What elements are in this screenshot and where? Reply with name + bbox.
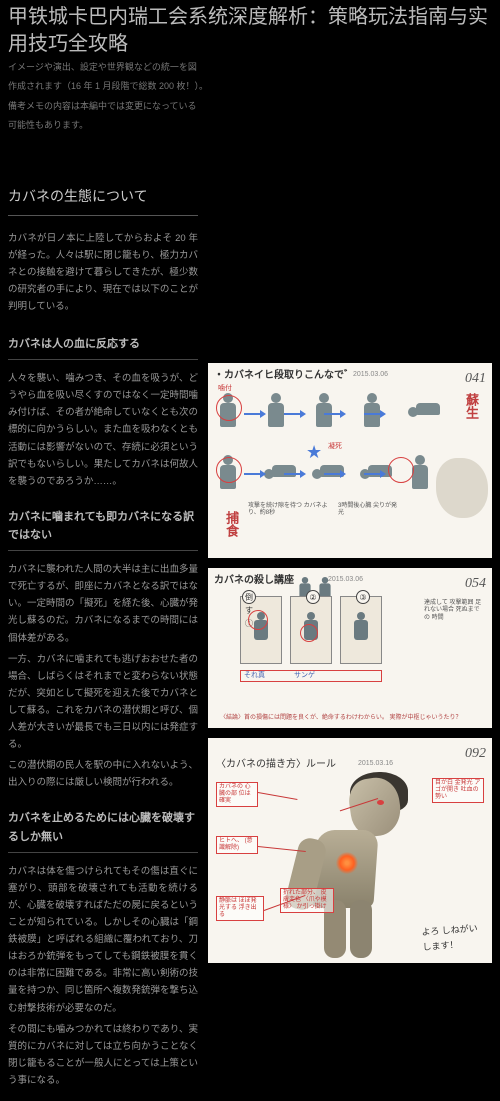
sub2-p1: カバネに襲われた人間の大半は主に出血多量で死亡するが、即座にカバネとなる訳ではな…	[8, 561, 198, 646]
section-lead: カバネが日ノ本に上陸してからおよそ 20 年が経った。人々は駅に閉じ籠もり、極力…	[8, 230, 198, 315]
sk054-header: カバネの殺し講座	[214, 572, 294, 589]
sk041-header: ・カバネイヒ段取りこんなで゛	[214, 367, 354, 384]
sk054-blue2: サンゲ	[294, 670, 315, 682]
sk092-box4: 静脈は ほぼ発 光する 浮き出る	[216, 896, 264, 921]
star-icon: ★	[306, 437, 322, 468]
intro-line-1: イメージや演出、設定や世界観などの統一を図	[0, 58, 500, 77]
sub2-p3: この潜伏期の民人を駅の中に入れないよう、出入りの際には厳しい検問が行われる。	[8, 757, 198, 791]
figure-lying-icon	[408, 393, 432, 431]
sk041-anno1: 攻撃を続け隙を待つ カバネより、約8秒	[248, 503, 328, 517]
sk092-date: 2015.03.16	[358, 758, 393, 770]
sub3-p1: カバネは体を傷つけられてもその傷は直ぐに塞がり、頭部を破壊されても活動を続けるが…	[8, 863, 198, 1017]
sub3-title: カバネを止めるためには心臓を破壊するしか無い	[8, 809, 198, 852]
section-title: カバネの生態について	[8, 185, 198, 216]
zombie-figure	[288, 778, 408, 953]
page-title: 甲铁城卡巴内瑞工会系统深度解析：策略玩法指南与实用技巧全攻略	[0, 0, 500, 58]
arrow-icon	[284, 473, 302, 475]
red-circle-icon	[216, 457, 242, 483]
right-column: ・カバネイヒ段取りこんなで゛ 2015.03.06 041 噛付 凝死	[208, 143, 492, 1093]
sub1-title: カバネは人の血に反応する	[8, 335, 198, 360]
sub3-p2: その間にも噛みつかれては終わりであり、実質的にカバネに対しては立ち向かうことなく…	[8, 1021, 198, 1089]
intro-line-3: 備考メモの内容は本編中では変更になっている	[0, 97, 500, 116]
arrow-icon	[364, 413, 382, 415]
arrow-icon	[284, 413, 302, 415]
sk041-red-label: 噛付	[218, 383, 232, 395]
arrow-icon	[324, 413, 342, 415]
sk041-lbl-top: 凝死	[328, 441, 342, 453]
sk092-header: 〈カバネの描き方〉ルール	[216, 756, 336, 773]
zombie-leg-icon	[350, 900, 372, 958]
sk041-kanji-right: 蘇生	[460, 393, 482, 419]
left-column: カバネの生態について カバネが日ノ本に上陸してからおよそ 20 年が経った。人々…	[8, 143, 198, 1093]
smoke-icon	[436, 458, 488, 518]
red-circle-icon	[388, 457, 414, 483]
sketch-092: 〈カバネの描き方〉ルール 2015.03.16 092 カバネの 心臓の部 位は…	[208, 738, 492, 963]
sk092-note: よろ しねがい します！	[421, 921, 483, 956]
sk041-date: 2015.03.06	[353, 369, 388, 381]
arrow-icon	[244, 473, 262, 475]
arrow-icon	[244, 413, 262, 415]
content-wrap: カバネの生態について カバネが日ノ本に上陸してからおよそ 20 年が経った。人々…	[0, 135, 500, 1101]
arrow-icon	[364, 473, 382, 475]
intro-line-2: 作成されます（16 年 1 月段階で総数 200 枚！）。	[0, 77, 500, 96]
sk054-date: 2015.03.06	[328, 574, 363, 586]
figure-icon	[352, 612, 370, 642]
sk092-box3: 目が白 金発光 アゴが開き 吐血の勢い	[432, 778, 484, 803]
sk054-foot: 〈結論〉首の損傷には問題を良くが、絶命するわけわからい。 実際が中枢じゃいうたり…	[220, 715, 482, 722]
figure-icon	[264, 393, 288, 431]
sk041-num: 041	[465, 367, 486, 391]
red-circle-icon	[216, 395, 242, 421]
sk092-box2: ヒトへ、 (意識解除)	[216, 836, 258, 854]
sk054-blue1: それ真	[244, 670, 265, 682]
sub1-para: 人々を襲い、噛みつき、その血を吸うが、どうやら血を吸い尽くすのではなく一定時間噛…	[8, 370, 198, 490]
sk041-anno2: 3時間後心臓 尖りが発光	[338, 503, 398, 517]
intro-line-4: 可能性もあります。	[0, 116, 500, 135]
sk092-num: 092	[465, 742, 486, 766]
sk054-anno-r: 達成して 攻撃範囲 足れない場合 死ぬまでの 時間	[424, 600, 484, 622]
sk092-box1: カバネの 心臓の部 位は確実	[216, 782, 258, 807]
sk041-kanji-left: 捕食	[220, 511, 242, 537]
sketch-054: カバネの殺し講座 2015.03.06 054 倒す① ② ③ それ真 サンゲ …	[208, 568, 492, 728]
sketch-041: ・カバネイヒ段取りこんなで゛ 2015.03.06 041 噛付 凝死	[208, 363, 492, 558]
sk054-num: 054	[465, 572, 486, 596]
sk041-row1	[216, 393, 432, 431]
arrow-icon	[324, 473, 342, 475]
sub2-title: カバネに噛まれても即カバネになる訳ではない	[8, 508, 198, 551]
sub2-p2: 一方、カバネに噛まれても逃げおおせた者の場合、しばらくはそれまでと変わらない状態…	[8, 651, 198, 754]
figure-icon	[312, 393, 336, 431]
